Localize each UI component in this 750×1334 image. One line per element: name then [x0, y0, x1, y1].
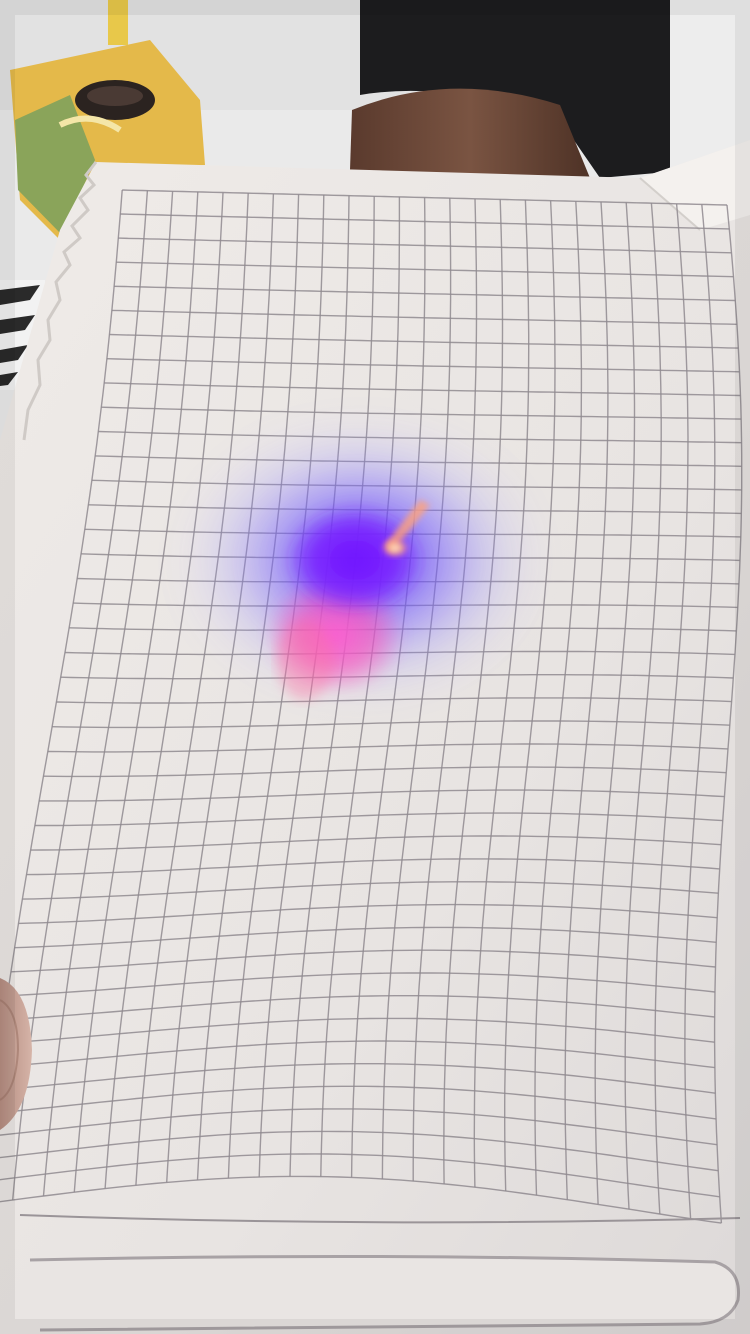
thumb: [0, 978, 32, 1130]
grid-line-horizontal: [10, 949, 716, 973]
grid-line-horizontal: [111, 309, 737, 325]
grid-line-horizontal: [30, 835, 722, 851]
grid-line-horizontal: [14, 926, 717, 949]
laser-light-spot: [170, 410, 550, 710]
grid-line-horizontal: [18, 903, 718, 925]
footer-label-box: [19, 1214, 741, 1332]
grid-line-horizontal: [114, 285, 736, 302]
grid-line-horizontal: [116, 261, 734, 278]
grid-line-horizontal: [109, 333, 739, 349]
grid-line-horizontal: [3, 995, 715, 1021]
forearm: [350, 88, 590, 178]
grid-line-horizontal: [43, 766, 727, 778]
grid-line-horizontal: [106, 358, 740, 373]
grid-line-horizontal: [122, 189, 728, 206]
grid-line-horizontal: [22, 881, 719, 900]
grid-line-horizontal: [0, 1063, 716, 1094]
grid-line-horizontal: [0, 1130, 719, 1172]
grid-line-horizontal: [0, 1017, 715, 1044]
grid-line-horizontal: [47, 743, 729, 753]
grid-line-horizontal: [26, 858, 720, 876]
grid-line-horizontal: [0, 1085, 717, 1120]
notebook-page: [0, 140, 750, 1334]
grid-line-horizontal: [0, 1040, 715, 1069]
grid-line-horizontal: [118, 237, 732, 254]
sleeve: [360, 0, 750, 178]
grid-line-horizontal: [7, 972, 716, 997]
grid-line-horizontal: [52, 720, 730, 729]
grid-line-horizontal: [120, 213, 730, 230]
grid-line-horizontal: [0, 1153, 720, 1198]
grid-line-horizontal: [34, 812, 723, 827]
grid-line-horizontal: [39, 789, 725, 802]
grid-line-horizontal: [104, 382, 741, 397]
snack-package: [10, 0, 205, 240]
grid-line-horizontal: [0, 1108, 718, 1146]
grid-line-horizontal: [101, 406, 742, 420]
grid-line-horizontal: [0, 1175, 722, 1224]
